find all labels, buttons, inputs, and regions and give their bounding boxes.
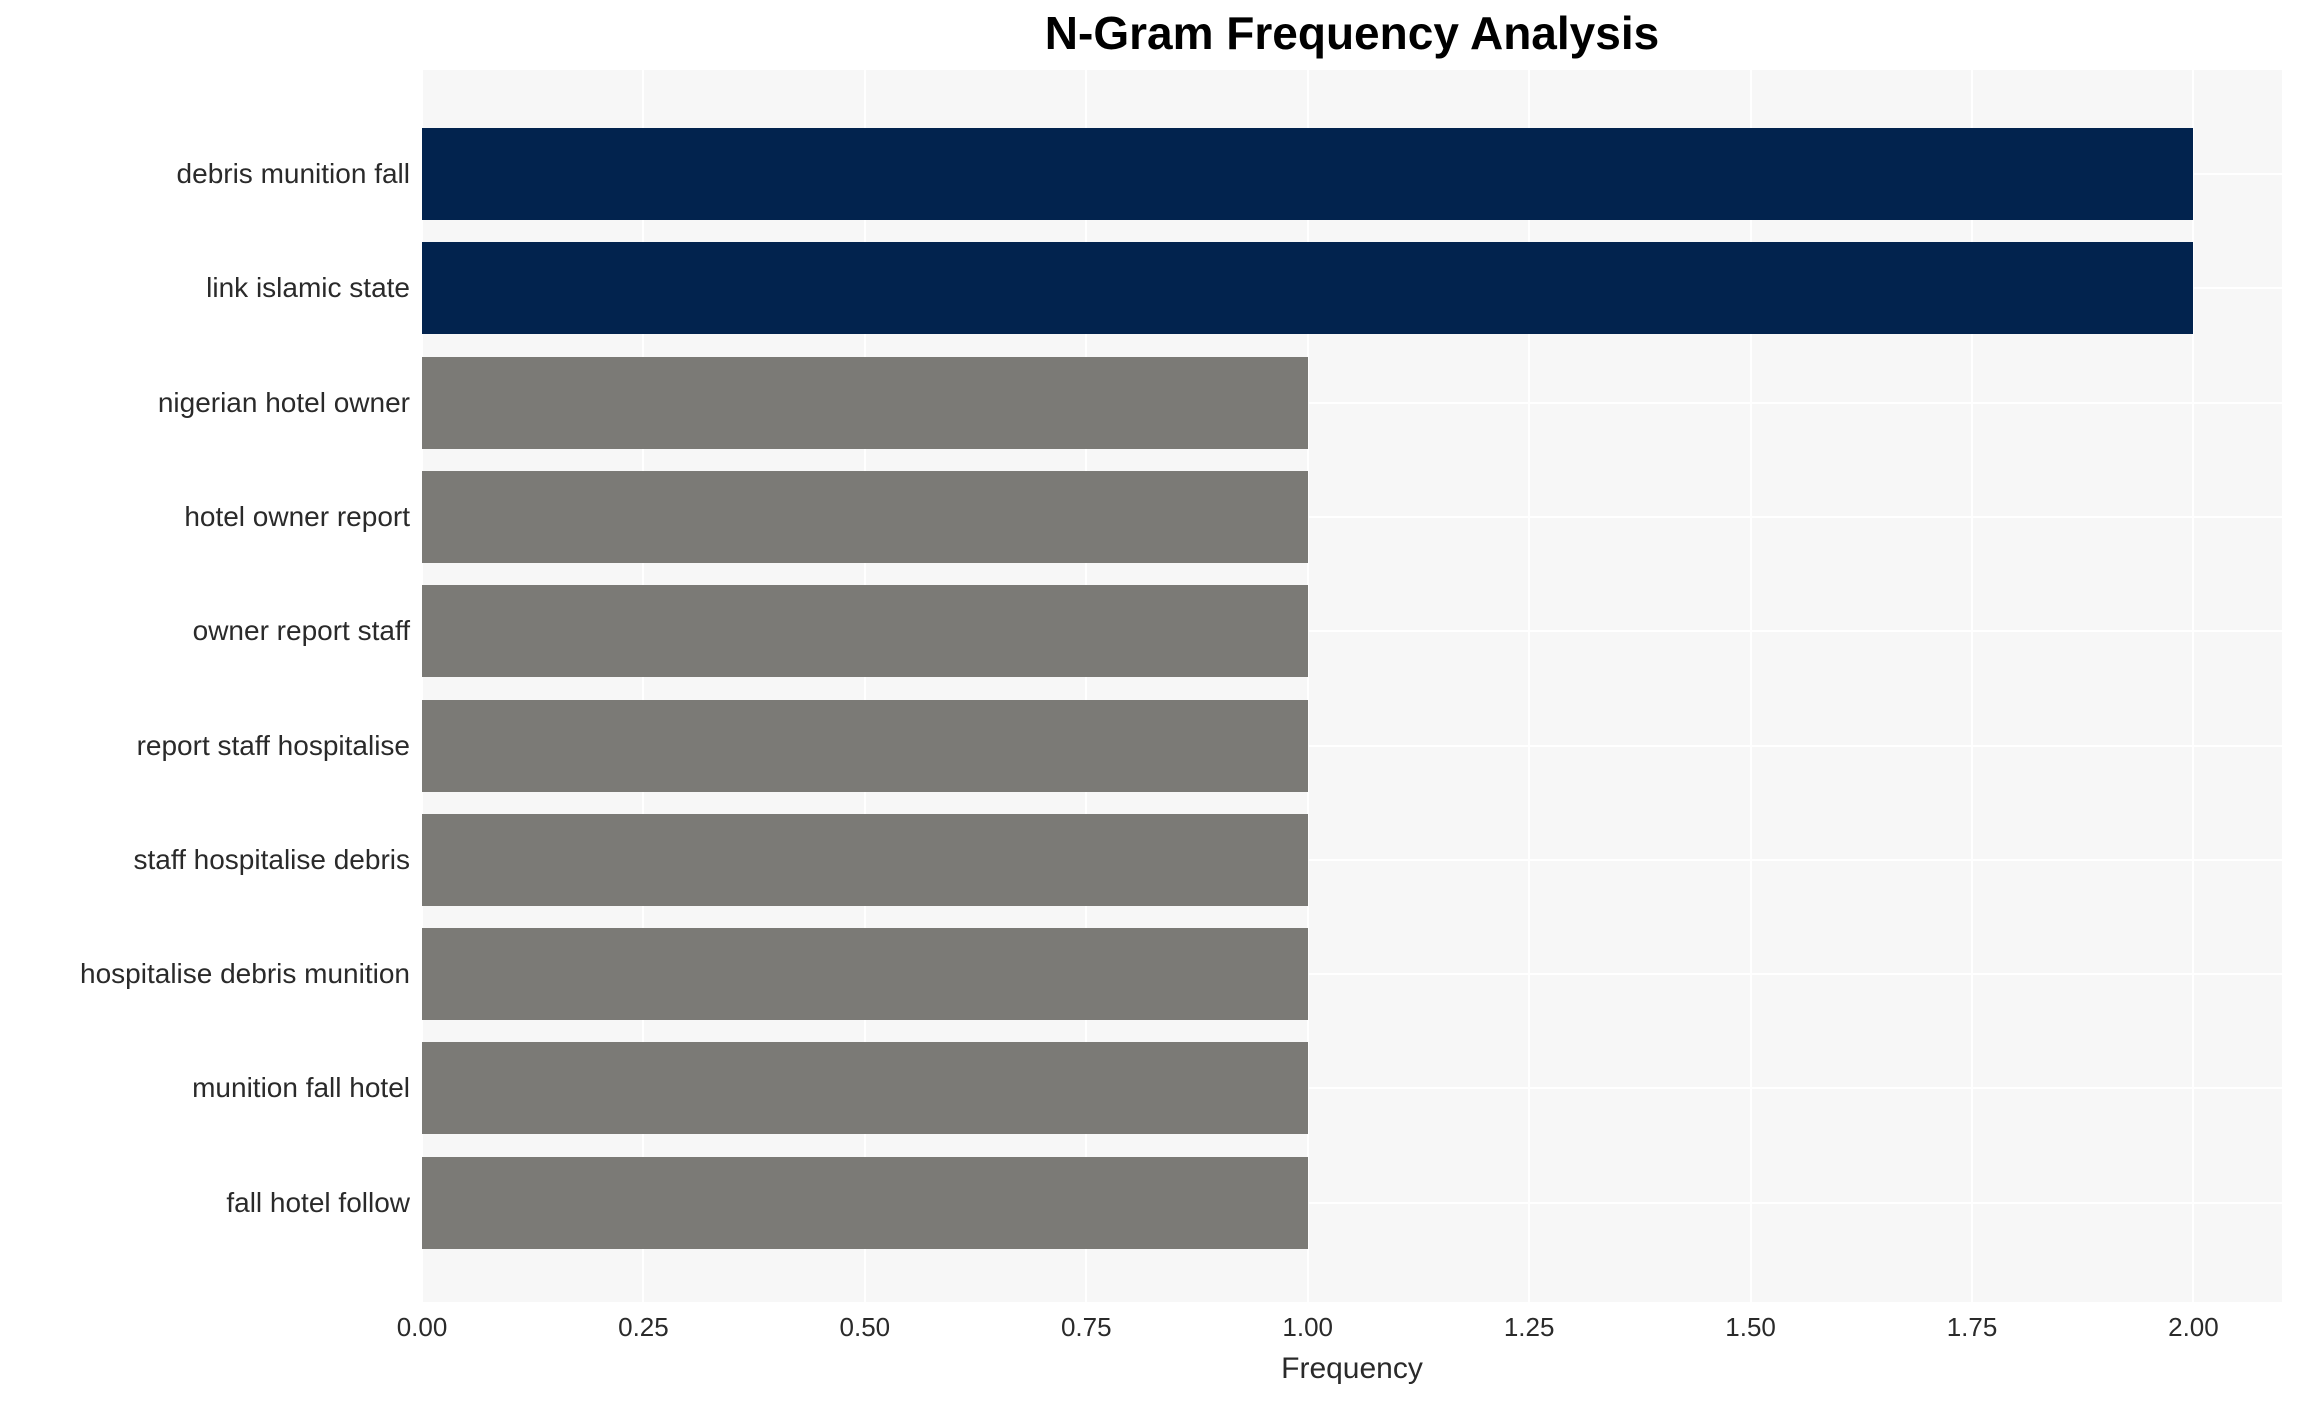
y-tick-label: link islamic state [206, 272, 410, 304]
x-axis-title: Frequency [1281, 1352, 1423, 1385]
y-tick-label: report staff hospitalise [136, 729, 410, 761]
x-gridline [1749, 70, 1752, 1302]
bar-munition-fall-hotel [422, 1042, 1308, 1135]
bar-link-islamic-state [422, 242, 2194, 335]
x-gridline [1528, 70, 1531, 1302]
y-tick-label: hotel owner report [184, 500, 410, 532]
y-gridline [422, 1087, 2282, 1090]
y-gridline [422, 744, 2282, 747]
x-axis-ticks: 0.00 0.25 0.50 0.75 1.00 1.25 1.50 1.75 2.00 [397, 1312, 2282, 1352]
chart-title: N-Gram Frequency Analysis [1044, 7, 1660, 59]
plot-area [421, 70, 2282, 1302]
y-tick-label: hospitalise debris munition [80, 958, 410, 990]
bar-fall-hotel-follow [422, 1156, 1308, 1249]
x-tick-label: 2.00 [2168, 1312, 2219, 1342]
x-gridline [1971, 70, 1973, 1302]
y-tick-label: munition fall hotel [192, 1072, 410, 1104]
x-gridline [2192, 70, 2195, 1302]
y-axis-labels: debris munition fall link islamic state ni… [0, 70, 410, 1302]
x-gridline [1306, 70, 1309, 1302]
y-gridline [422, 515, 2282, 518]
x-gridline [421, 70, 423, 1302]
y-gridline [422, 973, 2282, 976]
bar-hospitalise-debris-munition [422, 928, 1308, 1021]
x-tick-label: 0.50 [839, 1312, 891, 1342]
bar-staff-hospitalise-debris [422, 813, 1308, 906]
x-tick-label: 0.00 [396, 1312, 448, 1342]
x-tick-label: 0.25 [618, 1312, 669, 1342]
x-gridline [863, 70, 866, 1302]
x-tick-label: 1.25 [1503, 1312, 1555, 1342]
x-gridline [1085, 70, 1088, 1302]
y-gridline [422, 401, 2282, 404]
y-tick-label: owner report staff [192, 615, 410, 647]
x-tick-label: 1.75 [1946, 1312, 1998, 1342]
bar-debris-munition-fall [422, 128, 2194, 220]
x-tick-label: 1.00 [1282, 1312, 1334, 1342]
bar-owner-report-staff [422, 585, 1308, 678]
bar-nigerian-hotel-owner [422, 356, 1308, 449]
y-gridline [422, 1201, 2282, 1204]
x-tick-label: 1.50 [1725, 1312, 1776, 1342]
x-gridline [642, 70, 645, 1302]
bar-report-staff-hospitalise [422, 699, 1308, 792]
y-tick-label: nigerian hotel owner [157, 386, 410, 418]
y-gridline [422, 858, 2282, 861]
bar-hotel-owner-report [422, 470, 1308, 563]
y-tick-label: fall hotel follow [226, 1186, 410, 1218]
x-tick-label: 0.75 [1060, 1312, 1112, 1342]
y-tick-label: staff hospitalise debris [133, 843, 410, 875]
y-tick-label: debris munition fall [176, 158, 410, 189]
y-gridline [422, 630, 2282, 633]
